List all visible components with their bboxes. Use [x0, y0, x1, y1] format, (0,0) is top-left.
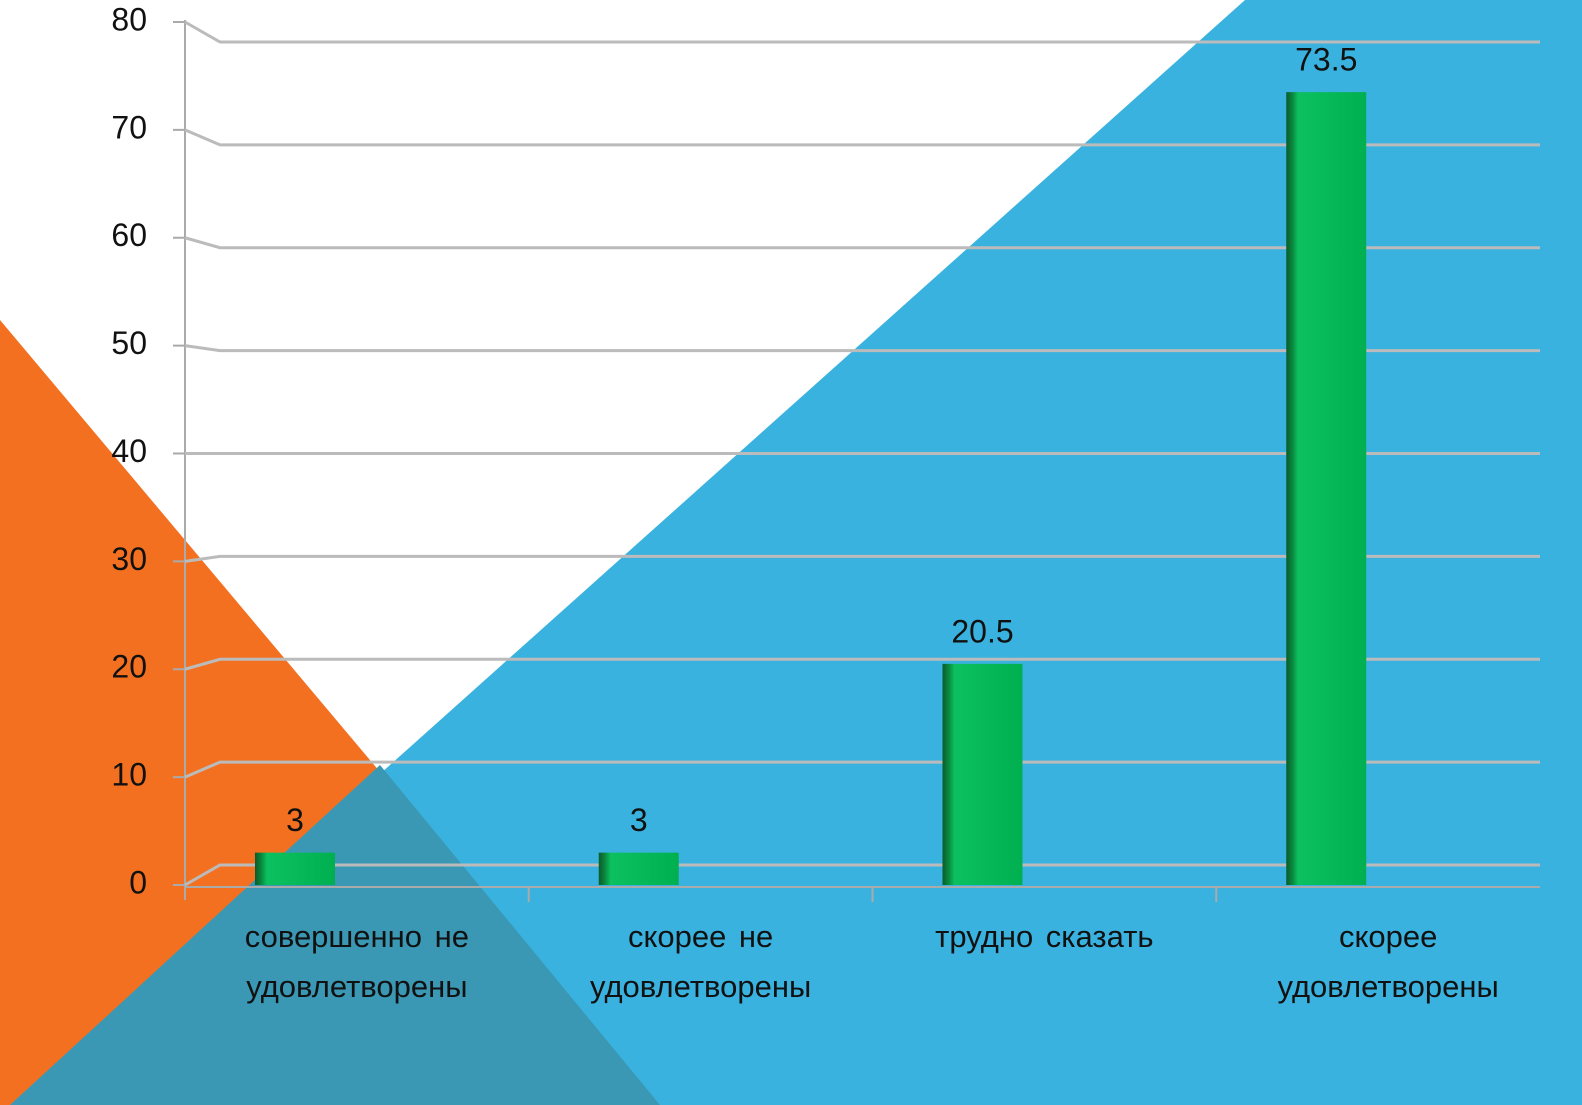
grid-line: [184, 657, 1540, 671]
x-tick-label: скорее не удовлетворены: [589, 919, 812, 1004]
grid-line: [184, 20, 1540, 44]
value-label: 20.5: [951, 613, 1013, 649]
bar: [598, 852, 679, 885]
bar: [942, 663, 1023, 885]
y-tick-label: 0: [129, 864, 147, 900]
grid-line: [184, 863, 1540, 887]
grid-line: [184, 236, 1540, 250]
y-tick-label: 50: [111, 325, 147, 361]
y-tick-label: 30: [111, 541, 147, 577]
x-tick-label: скорее удовлетворены: [1277, 919, 1499, 1004]
decor-overlap: [10, 765, 660, 1105]
y-tick-label: 70: [111, 109, 147, 145]
grid-line: [184, 344, 1540, 353]
y-tick-label: 10: [111, 757, 147, 793]
x-tick-label: совершенно не удовлетворены: [244, 919, 469, 1004]
y-tick-label: 80: [111, 1, 147, 37]
y-tick-label: 40: [111, 433, 147, 469]
value-label: 3: [630, 802, 648, 838]
y-tick-label: 60: [111, 217, 147, 253]
bar: [255, 852, 335, 885]
bar: [1286, 92, 1367, 885]
grid-line: [184, 128, 1540, 147]
x-tick-label: трудно сказать: [935, 919, 1154, 954]
grid-line: [184, 760, 1540, 779]
value-label: 73.5: [1295, 42, 1357, 78]
y-tick-label: 20: [111, 649, 147, 685]
grid-line: [184, 554, 1540, 563]
value-label: 3: [286, 802, 304, 838]
